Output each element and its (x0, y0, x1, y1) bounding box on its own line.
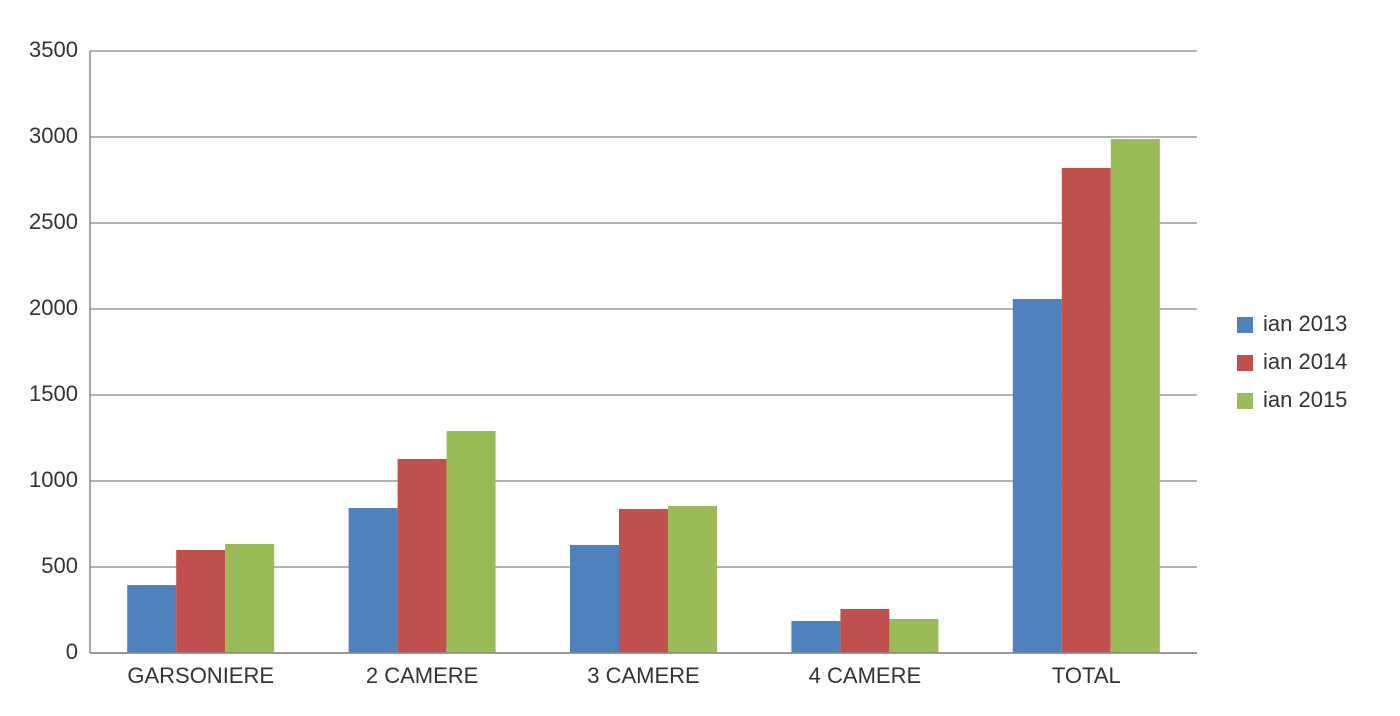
legend-label: ian 2015 (1263, 387, 1347, 412)
bar (570, 544, 619, 653)
y-tick-label: 500 (41, 553, 78, 578)
y-tick-label: 1000 (29, 467, 78, 492)
bar (446, 430, 496, 653)
y-tick-label: 2500 (29, 209, 78, 234)
bar (127, 585, 177, 653)
y-tick-label: 1500 (29, 381, 78, 406)
legend-swatch (1237, 355, 1253, 371)
bar (1061, 167, 1111, 653)
bar (1012, 299, 1062, 653)
legend-swatch (1237, 393, 1253, 409)
bar (1110, 139, 1160, 654)
x-tick-label: TOTAL (1052, 663, 1121, 688)
bar (668, 505, 717, 653)
y-tick-label: 3000 (29, 123, 78, 148)
bar (397, 458, 447, 653)
x-tick-label: 2 CAMERE (366, 663, 478, 688)
bar (348, 508, 398, 653)
bar (889, 618, 939, 653)
y-tick-label: 3500 (29, 37, 78, 62)
bar (791, 621, 841, 653)
x-tick-label: 3 CAMERE (587, 663, 699, 688)
bar (840, 608, 890, 653)
legend-swatch (1237, 317, 1253, 333)
bar (619, 509, 668, 653)
x-tick-label: GARSONIERE (127, 663, 274, 688)
bar (225, 543, 275, 653)
bar (176, 549, 226, 653)
y-tick-label: 2000 (29, 295, 78, 320)
y-tick-label: 0 (66, 639, 78, 664)
legend-label: ian 2013 (1263, 311, 1347, 336)
x-tick-label: 4 CAMERE (809, 663, 921, 688)
legend-label: ian 2014 (1263, 349, 1347, 374)
